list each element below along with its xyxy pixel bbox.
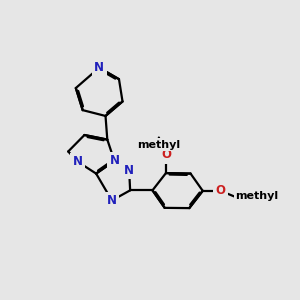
- Text: N: N: [94, 61, 104, 74]
- Text: N: N: [110, 154, 119, 167]
- Text: N: N: [124, 164, 134, 176]
- Text: N: N: [107, 194, 117, 207]
- Text: N: N: [73, 155, 82, 168]
- Text: methyl: methyl: [236, 191, 279, 201]
- Text: O: O: [161, 148, 171, 161]
- Text: O: O: [215, 184, 226, 197]
- Text: methyl: methyl: [137, 140, 180, 150]
